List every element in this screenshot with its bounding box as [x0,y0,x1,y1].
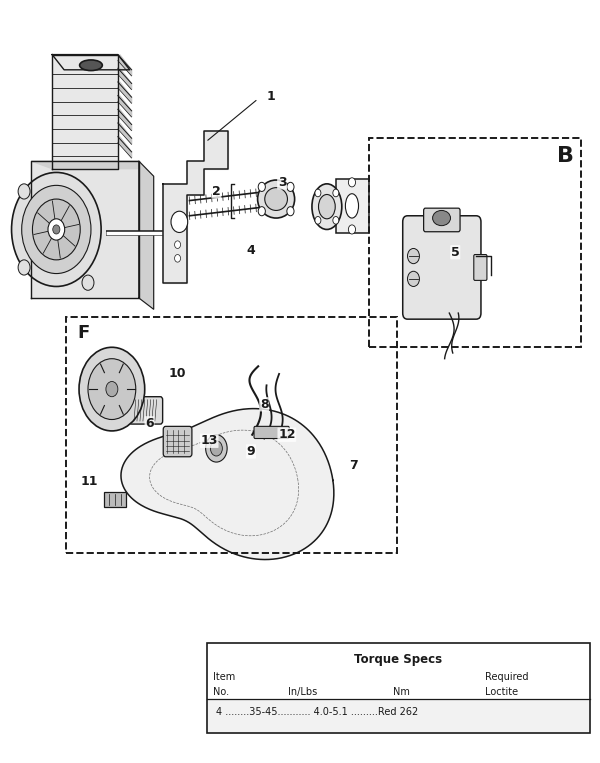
FancyBboxPatch shape [403,216,481,319]
Circle shape [333,189,339,197]
Text: Torque Specs: Torque Specs [355,653,443,666]
Text: In/Lbs: In/Lbs [288,687,317,697]
Polygon shape [31,161,139,298]
Polygon shape [119,95,131,117]
Circle shape [407,249,419,264]
Text: Required: Required [485,672,529,682]
Circle shape [287,182,294,192]
Text: No.: No. [214,687,230,697]
Polygon shape [119,123,131,144]
Circle shape [349,225,356,234]
Circle shape [171,211,188,233]
Text: 12: 12 [278,428,296,441]
Text: 5: 5 [451,246,460,259]
Polygon shape [119,68,131,89]
FancyBboxPatch shape [336,179,368,233]
Ellipse shape [312,184,342,230]
Circle shape [32,199,80,260]
Circle shape [48,219,65,240]
Bar [208,700,589,732]
Circle shape [349,178,356,187]
Text: 6: 6 [145,417,154,430]
Circle shape [18,184,30,199]
Ellipse shape [80,60,103,70]
FancyBboxPatch shape [129,397,163,424]
Polygon shape [119,109,131,130]
Polygon shape [163,130,229,282]
Ellipse shape [346,194,359,218]
Polygon shape [52,55,118,169]
Circle shape [333,217,339,224]
Circle shape [82,275,94,290]
Text: 7: 7 [349,459,358,472]
Text: 3: 3 [278,175,286,188]
FancyBboxPatch shape [104,491,125,507]
Text: 1: 1 [267,90,276,103]
Text: B: B [557,146,574,166]
Polygon shape [31,161,139,169]
Bar [66,317,397,552]
Polygon shape [139,161,154,309]
Bar [368,138,581,347]
Ellipse shape [319,195,335,219]
Circle shape [175,241,181,249]
Ellipse shape [433,211,451,226]
Circle shape [206,435,227,462]
Text: 4 ........35-45........... 4.0-5.1 .........Red 262: 4 ........35-45........... 4.0-5.1 .....… [217,707,419,717]
Circle shape [79,347,145,431]
Circle shape [88,359,136,420]
Circle shape [175,255,181,262]
Text: 10: 10 [169,368,187,381]
Circle shape [407,272,419,286]
FancyBboxPatch shape [163,427,192,457]
Circle shape [18,260,30,275]
Polygon shape [52,55,130,69]
Circle shape [258,182,265,192]
Polygon shape [121,409,334,559]
Polygon shape [119,55,131,76]
Circle shape [22,185,91,274]
Text: Nm: Nm [392,687,409,697]
Polygon shape [119,137,131,158]
Text: Item: Item [214,672,236,682]
Circle shape [106,382,118,397]
Text: 8: 8 [260,398,268,410]
FancyBboxPatch shape [424,208,460,232]
Text: 2: 2 [212,185,221,198]
Text: 9: 9 [247,445,256,458]
Polygon shape [119,82,131,103]
Ellipse shape [257,180,295,218]
Circle shape [258,207,265,216]
Circle shape [287,207,294,216]
Bar [208,643,590,732]
Text: F: F [77,324,90,343]
Circle shape [11,172,101,286]
FancyBboxPatch shape [254,427,289,439]
Circle shape [315,217,321,224]
Circle shape [53,225,60,234]
Ellipse shape [265,188,287,211]
FancyBboxPatch shape [474,255,487,280]
Circle shape [315,189,321,197]
Text: 11: 11 [81,475,98,488]
Text: 4: 4 [247,244,256,257]
Text: 13: 13 [200,434,218,447]
Circle shape [211,441,223,456]
Text: Loctite: Loctite [485,687,518,697]
